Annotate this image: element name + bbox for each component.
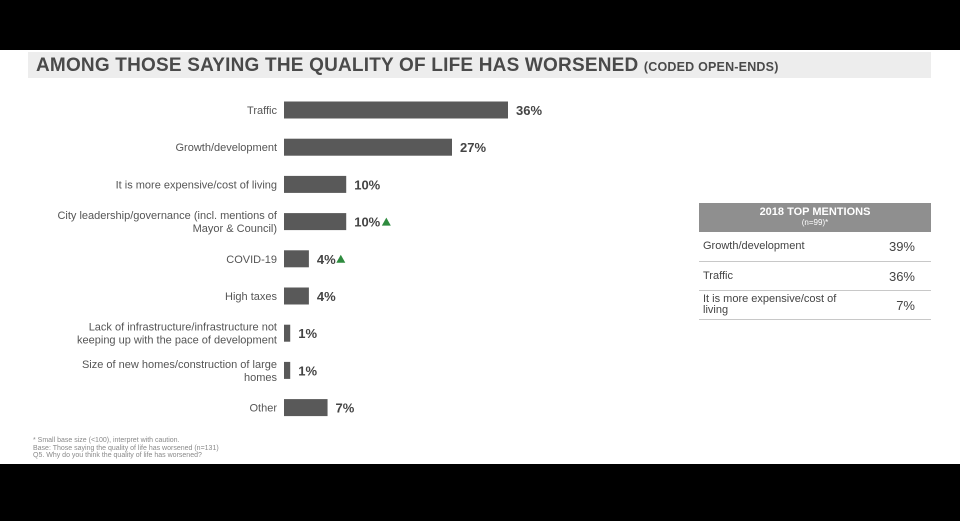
bar [284,250,309,268]
top-mentions-value: 39% [888,239,915,254]
bar [284,213,347,231]
category-label: Size of new homes/construction of large h… [82,359,278,384]
footnote-question: Q5. Why do you think the quality of life… [33,452,202,459]
value-label: 1% [298,326,317,341]
bar [284,138,452,156]
bar [284,399,328,417]
category-label: Growth/development [176,142,278,154]
value-label: 10% [354,215,380,230]
value-label: 27% [460,140,486,155]
top-mentions-row: Traffic 36% [699,262,931,291]
increase-triangle-icon [381,217,391,226]
top-mentions-2018-table: 2018 TOP MENTIONS (n=99)* Growth/develop… [699,203,931,320]
value-label: 10% [354,177,380,192]
category-label: High taxes [225,291,277,303]
bar [284,175,347,193]
category-label: City leadership/governance (incl. mentio… [57,210,277,235]
page-title: AMONG THOSE SAYING THE QUALITY OF LIFE H… [36,55,779,77]
bar [284,287,309,305]
top-mentions-label: Traffic [703,269,733,282]
category-label: Other [249,403,277,415]
top-mentions-subtitle: (n=99)* [801,218,829,227]
top-mentions-row: It is more expensive/cost of living 7% [699,291,931,320]
category-label: Traffic [247,105,277,117]
slide: AMONG THOSE SAYING THE QUALITY OF LIFE H… [0,50,960,464]
footnote-small-base: * Small base size (<100), interpret with… [33,437,180,444]
bar-chart: Traffic 36% Growth/development 27% It is mor… [57,101,542,417]
bar [284,101,508,119]
value-label: 4% [317,252,336,267]
value-label: 4% [317,289,336,304]
value-label: 36% [516,103,542,118]
category-label: Lack of infrastructure/infrastructure no… [77,322,277,347]
category-label: COVID-19 [226,254,277,266]
value-label: 7% [336,401,355,416]
top-mentions-row: Growth/development 39% [699,232,931,262]
title-main: AMONG THOSE SAYING THE QUALITY OF LIFE H… [36,55,639,76]
top-mentions-header: 2018 TOP MENTIONS (n=99)* [699,203,931,232]
top-mentions-value: 7% [896,297,915,313]
footnote-base: Base: Those saying the quality of life h… [33,444,219,452]
title-band: AMONG THOSE SAYING THE QUALITY OF LIFE H… [28,52,931,78]
bar [284,361,291,379]
category-label: It is more expensive/cost of living [116,179,277,191]
top-mentions-label: Growth/development [703,240,805,252]
value-label: 1% [298,363,317,378]
top-mentions-label: It is more expensive/cost of living [703,293,837,316]
top-mentions-value: 36% [888,268,915,284]
bar [284,324,291,342]
increase-triangle-icon [336,254,346,263]
footnotes: * Small base size (<100), interpret with… [33,437,219,460]
title-sub: (CODED OPEN-ENDS) [643,60,779,74]
top-mentions-title: 2018 TOP MENTIONS [759,206,871,218]
